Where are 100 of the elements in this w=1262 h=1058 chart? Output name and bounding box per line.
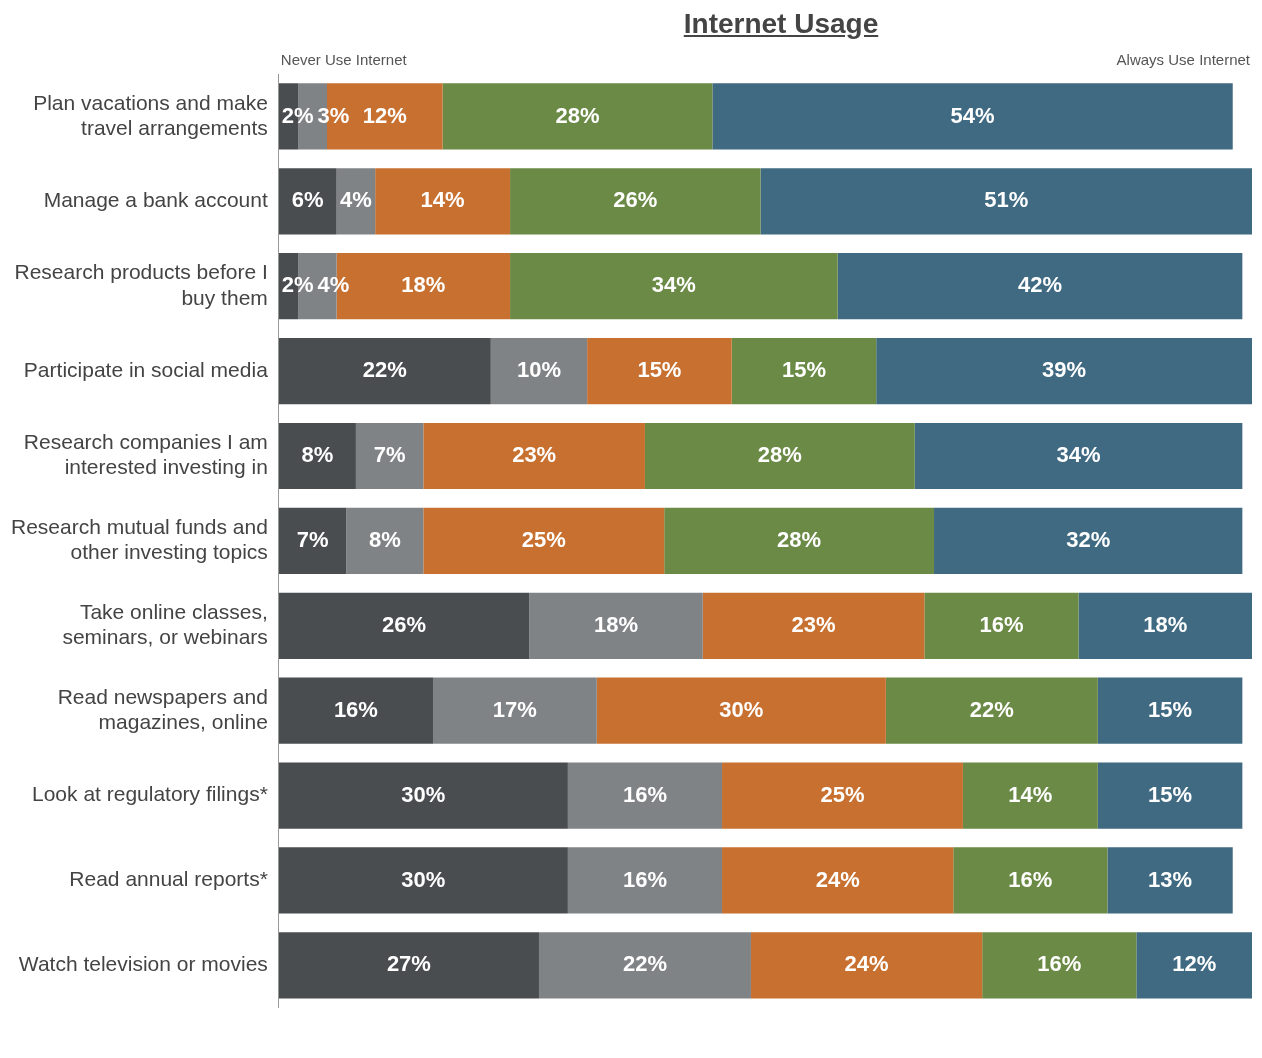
data-label: 26% — [382, 611, 427, 637]
bar — [1097, 762, 1243, 829]
bar — [731, 338, 877, 405]
text: Never Use Internet — [280, 50, 408, 68]
bar — [538, 932, 751, 999]
data-label: 32% — [1066, 526, 1111, 552]
chart-title: Internet Usage — [682, 8, 880, 40]
data-label: 17% — [492, 696, 537, 722]
bar — [750, 932, 983, 999]
y-tick-label: Look at regulatory filings* — [32, 782, 268, 806]
data-label: 34% — [651, 272, 696, 298]
bar — [760, 168, 1252, 235]
bar — [712, 83, 1233, 150]
bar — [702, 592, 925, 659]
bar — [1078, 592, 1252, 659]
bar — [1107, 847, 1233, 914]
data-label: 30% — [401, 781, 446, 807]
bar — [375, 168, 511, 235]
bar — [278, 168, 337, 235]
data-label: 10% — [516, 357, 561, 383]
bar — [432, 677, 597, 744]
bar — [934, 507, 1243, 575]
bar — [510, 168, 761, 235]
data-label: 7% — [373, 442, 406, 468]
data-label: 8% — [368, 526, 401, 552]
data-label: 12% — [362, 102, 407, 128]
data-label: 42% — [1018, 272, 1063, 298]
bar — [1097, 677, 1243, 744]
data-label: 14% — [1008, 781, 1053, 807]
bar — [567, 847, 723, 914]
bar — [423, 422, 645, 490]
y-tick-label: Take online classes, seminars, or webinars — [62, 599, 268, 649]
bar — [278, 677, 433, 744]
data-label: 14% — [420, 187, 465, 213]
bar — [587, 338, 732, 405]
data-label: 24% — [815, 866, 860, 892]
bar — [962, 762, 1098, 829]
bar — [644, 422, 915, 490]
data-label: 30% — [401, 866, 446, 892]
data-label: 34% — [1056, 442, 1101, 468]
bar — [278, 338, 491, 405]
data-label: 15% — [637, 357, 682, 383]
data-label: 2% — [281, 272, 314, 298]
bar — [596, 677, 886, 744]
bar — [278, 762, 568, 829]
bar — [355, 422, 424, 490]
data-label: 16% — [979, 611, 1024, 637]
data-label: 18% — [1143, 611, 1188, 637]
bar — [837, 253, 1243, 320]
data-label: 25% — [521, 526, 566, 552]
data-label: 54% — [950, 102, 995, 128]
data-label: 23% — [791, 611, 836, 637]
y-tick-label: Plan vacations and make travel arrangements — [33, 90, 268, 139]
y-tick-label: Participate in social media — [23, 357, 269, 381]
data-label: 39% — [1042, 357, 1087, 383]
data-label: 4% — [340, 187, 372, 213]
data-label: 6% — [291, 187, 324, 213]
bar — [885, 677, 1098, 744]
y-tick-label: Read newspapers and magazines, online — [57, 684, 268, 734]
data-label: 16% — [333, 696, 378, 722]
bar — [1136, 932, 1252, 999]
data-label: 30% — [719, 696, 764, 722]
data-label: 16% — [622, 781, 667, 807]
y-tick-label: Manage a bank account — [43, 188, 268, 212]
data-label: 15% — [1148, 781, 1193, 807]
bar — [876, 338, 1252, 405]
bar — [529, 592, 703, 659]
data-label: 27% — [386, 951, 431, 977]
data-label: 12% — [1172, 951, 1217, 977]
y-tick-label: Research products before I buy them — [14, 260, 268, 309]
data-label: 7% — [296, 526, 329, 552]
data-label: 8% — [301, 442, 334, 468]
bar — [490, 338, 588, 405]
data-label: 25% — [820, 781, 865, 807]
data-label: 2% — [281, 102, 314, 128]
bar — [722, 847, 954, 914]
bar — [278, 847, 568, 914]
bar — [442, 83, 713, 150]
bar — [924, 592, 1079, 659]
data-label: 18% — [401, 272, 446, 298]
data-label: 16% — [622, 866, 667, 892]
data-label: 28% — [757, 442, 802, 468]
data-label: 3% — [317, 102, 350, 128]
data-label: 22% — [622, 951, 667, 977]
y-tick-label: Watch television or movies — [18, 952, 268, 976]
data-label: 16% — [1037, 951, 1082, 977]
y-tick-label: Read annual reports* — [69, 867, 268, 891]
bar — [278, 422, 356, 490]
data-label: 24% — [844, 951, 889, 977]
bar — [664, 507, 935, 575]
data-label: 13% — [1148, 866, 1193, 892]
bar — [278, 507, 347, 575]
bar — [278, 932, 539, 999]
data-label: 51% — [984, 187, 1029, 213]
data-label: 28% — [555, 102, 600, 128]
bar — [914, 422, 1243, 490]
data-label: 26% — [613, 187, 658, 213]
bar — [953, 847, 1108, 914]
data-label: 16% — [1008, 866, 1053, 892]
bar — [346, 507, 424, 575]
